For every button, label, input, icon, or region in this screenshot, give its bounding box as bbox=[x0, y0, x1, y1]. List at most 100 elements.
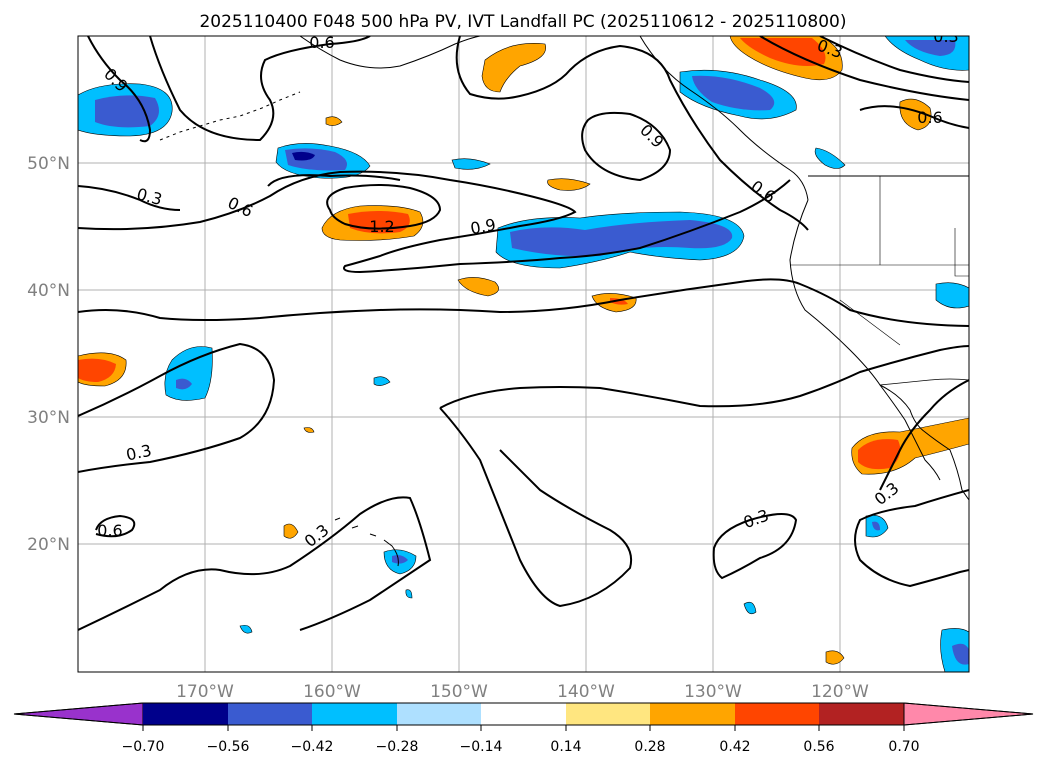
colorbar-label: 0.14 bbox=[550, 739, 581, 755]
lon-tick-labels: 170°W 160°W 150°W 140°W 130°W 120°W bbox=[176, 682, 869, 702]
neg-blob-wash bbox=[814, 147, 846, 169]
pos-blob-small-1 bbox=[283, 523, 299, 539]
map-frame bbox=[77, 35, 970, 673]
contour-0.6-sw bbox=[95, 514, 136, 538]
border-us-mexico bbox=[879, 378, 969, 386]
coast-panhandle bbox=[639, 36, 809, 201]
contour-0.3-baja2 bbox=[879, 379, 969, 491]
contour-0.6-right bbox=[859, 105, 969, 129]
neg-blob-hawaii-core bbox=[392, 555, 408, 564]
colorbar-label: 0.28 bbox=[634, 739, 665, 755]
figure-title: 2025110400 F048 500 hPa PV, IVT Landfall… bbox=[199, 12, 846, 32]
neg-blob-small-1 bbox=[451, 158, 491, 170]
pos-blob-baja-core bbox=[858, 439, 901, 470]
hawaii-islands bbox=[334, 517, 399, 567]
coast-mexico bbox=[949, 449, 969, 501]
colorbar-label: −0.28 bbox=[376, 739, 419, 755]
colorbar-bin bbox=[397, 703, 481, 725]
map-area: 0.9 0.6 0.3 0.3 0.6 1.2 0.9 0.9 0.6 0.3 … bbox=[78, 27, 969, 672]
contour-0.9-center bbox=[267, 174, 401, 187]
lat-label: 20°N bbox=[27, 535, 70, 555]
colorbar-under-arrow bbox=[13, 702, 144, 726]
pos-blob-57n bbox=[481, 43, 547, 93]
lon-label: 130°W bbox=[684, 682, 742, 702]
pos-blob-54n bbox=[899, 98, 932, 131]
contour-0.6-nw bbox=[149, 36, 371, 142]
neg-blob-small-4 bbox=[239, 624, 253, 634]
colorbar-ticks bbox=[142, 725, 905, 731]
colorbar-bin bbox=[566, 703, 650, 725]
neg-blob-ne-core bbox=[905, 40, 956, 56]
coast-baja bbox=[879, 384, 941, 481]
colorbar-labels: −0.70 −0.56 −0.42 −0.28 −0.14 0.14 0.28 … bbox=[122, 739, 920, 755]
lat-label: 40°N bbox=[27, 281, 70, 301]
colorbar-bin bbox=[143, 703, 228, 725]
colorbar-label: −0.14 bbox=[460, 739, 503, 755]
lat-tick-labels: 50°N 40°N 30°N 20°N bbox=[27, 154, 70, 555]
contour-label: 1.2 bbox=[369, 217, 394, 236]
pos-blob-48n bbox=[547, 178, 591, 191]
lon-label: 140°W bbox=[557, 682, 615, 702]
lat-label: 50°N bbox=[27, 154, 70, 174]
colorbar-bin bbox=[735, 703, 819, 725]
neg-blob-160w-dark bbox=[292, 151, 315, 161]
colorbar-over-arrow bbox=[903, 702, 1034, 726]
neg-blob-bc-core bbox=[692, 75, 775, 111]
contour-0.6-ne bbox=[455, 36, 809, 231]
pv-contours bbox=[78, 36, 969, 631]
lon-label: 150°W bbox=[430, 682, 488, 702]
colorbar-label: 0.42 bbox=[719, 739, 750, 755]
contour-upper-big bbox=[78, 170, 791, 274]
contour-0.9-nw bbox=[87, 36, 152, 143]
pos-blob-small-2 bbox=[825, 650, 845, 665]
contour-label: 0.9 bbox=[469, 215, 497, 238]
neg-blob-small-2 bbox=[373, 376, 391, 386]
contour-0.3-mid bbox=[78, 278, 969, 327]
colorbar-label: 0.56 bbox=[803, 739, 834, 755]
contour-label: 0.3 bbox=[124, 441, 153, 465]
colorbar-bin bbox=[312, 703, 397, 725]
lon-label: 170°W bbox=[176, 682, 234, 702]
coast-alaska bbox=[299, 36, 481, 69]
neg-blob-e40 bbox=[935, 282, 969, 309]
pos-blob-w35n-core bbox=[78, 358, 116, 382]
contour-0.3-sw bbox=[78, 342, 276, 473]
border-states bbox=[790, 176, 969, 346]
negative-pv-shading bbox=[78, 36, 969, 672]
contour-label: 0.6 bbox=[97, 521, 122, 540]
contour-0.3-center bbox=[439, 345, 969, 409]
pos-blob-40n-b-core bbox=[610, 298, 628, 305]
colorbar-label: −0.56 bbox=[207, 739, 250, 755]
lat-label: 30°N bbox=[27, 408, 70, 428]
lon-label: 160°W bbox=[303, 682, 361, 702]
neg-blob-central-core bbox=[510, 220, 733, 257]
contour-label: 0.3 bbox=[933, 27, 958, 46]
contour-0.3-center-loop bbox=[439, 407, 632, 608]
colorbar-bin bbox=[481, 703, 566, 725]
colorbar-bin bbox=[228, 703, 312, 725]
neg-blob-35n-core bbox=[176, 378, 192, 390]
neg-blob-nw-core bbox=[95, 95, 159, 128]
pos-blob-small-3 bbox=[325, 116, 343, 126]
contour-label: 0.6 bbox=[309, 33, 334, 52]
gridlines bbox=[78, 36, 969, 672]
contour-0.6-far-ne bbox=[819, 36, 969, 83]
neg-blob-sw-baja-core bbox=[872, 521, 880, 531]
colorbar-bin bbox=[650, 703, 735, 725]
neg-blob-se-core bbox=[952, 643, 969, 665]
contour-0.9-ne bbox=[581, 111, 672, 182]
neg-blob-small-3 bbox=[405, 589, 413, 599]
colorbar bbox=[13, 702, 1034, 731]
positive-pv-shading bbox=[78, 36, 969, 665]
contour-1.2 bbox=[326, 184, 442, 230]
neg-blob-small-5 bbox=[743, 601, 757, 615]
colorbar-label: 0.70 bbox=[888, 739, 919, 755]
colorbar-label: −0.70 bbox=[122, 739, 165, 755]
pos-blob-small-4 bbox=[303, 427, 315, 433]
contour-0.3-se bbox=[712, 513, 798, 580]
contour-0.3-baja bbox=[854, 489, 969, 588]
contour-0.3-ne bbox=[759, 36, 969, 101]
colorbar-label: −0.42 bbox=[291, 739, 334, 755]
contour-0.3-n bbox=[78, 185, 181, 211]
